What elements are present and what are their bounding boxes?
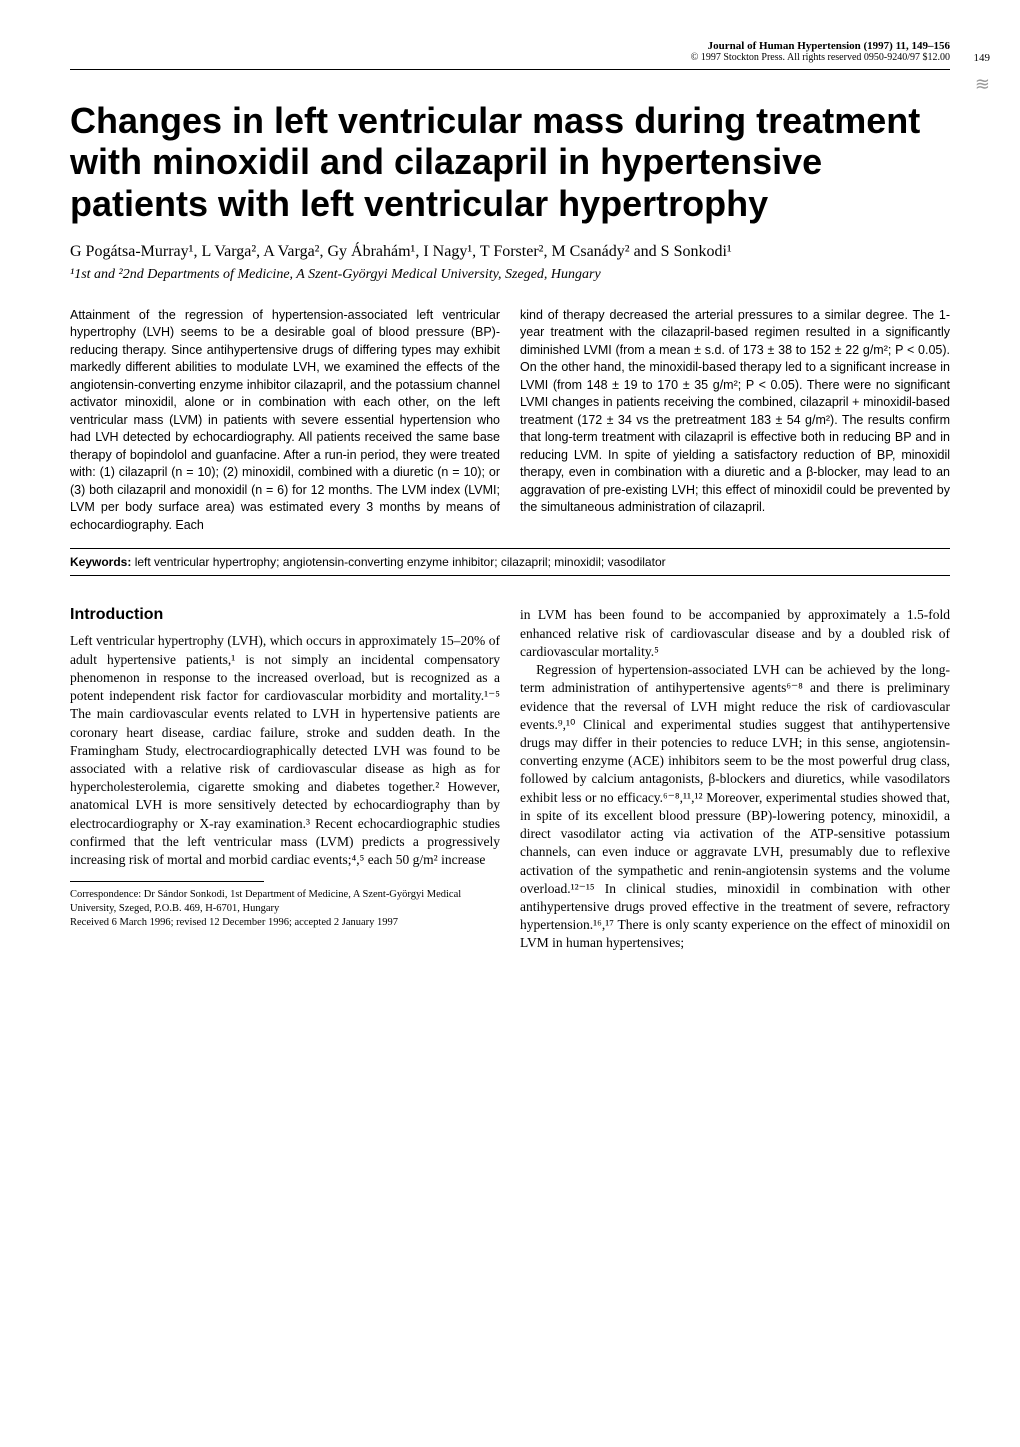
journal-name: Journal of Human Hypertension (1997) 11,…	[70, 40, 950, 52]
main-body: Introduction Left ventricular hypertroph…	[70, 606, 950, 952]
left-column: Introduction Left ventricular hypertroph…	[70, 606, 500, 952]
keywords-label: Keywords:	[70, 555, 131, 569]
right-column: in LVM has been found to be accompanied …	[520, 606, 950, 952]
author-list: G Pogátsa-Murray¹, L Varga², A Varga², G…	[70, 242, 950, 263]
affiliation: ¹1st and ²2nd Departments of Medicine, A…	[70, 267, 950, 283]
journal-header: Journal of Human Hypertension (1997) 11,…	[70, 40, 950, 63]
copyright-line: © 1997 Stockton Press. All rights reserv…	[70, 52, 950, 63]
footnote-separator	[70, 881, 264, 882]
introduction-heading: Introduction	[70, 606, 500, 624]
publisher-logo-icon: ≋	[975, 74, 990, 95]
keywords-text: left ventricular hypertrophy; angiotensi…	[131, 555, 665, 569]
received-footnote: Received 6 March 1996; revised 12 Decemb…	[70, 916, 500, 930]
abstract-left-column: Attainment of the regression of hyperten…	[70, 307, 500, 535]
header-rule: 149 ≋	[70, 69, 950, 70]
abstract-right-column: kind of therapy decreased the arterial p…	[520, 307, 950, 535]
keywords: Keywords: left ventricular hypertrophy; …	[70, 548, 950, 576]
abstract: Attainment of the regression of hyperten…	[70, 307, 950, 535]
intro-text-left: Left ventricular hypertrophy (LVH), whic…	[70, 632, 500, 869]
page-number: 149	[974, 52, 991, 64]
intro-text-right: in LVM has been found to be accompanied …	[520, 606, 950, 952]
article-title: Changes in left ventricular mass during …	[70, 100, 950, 224]
correspondence-footnote: Correspondence: Dr Sándor Sonkodi, 1st D…	[70, 888, 500, 915]
